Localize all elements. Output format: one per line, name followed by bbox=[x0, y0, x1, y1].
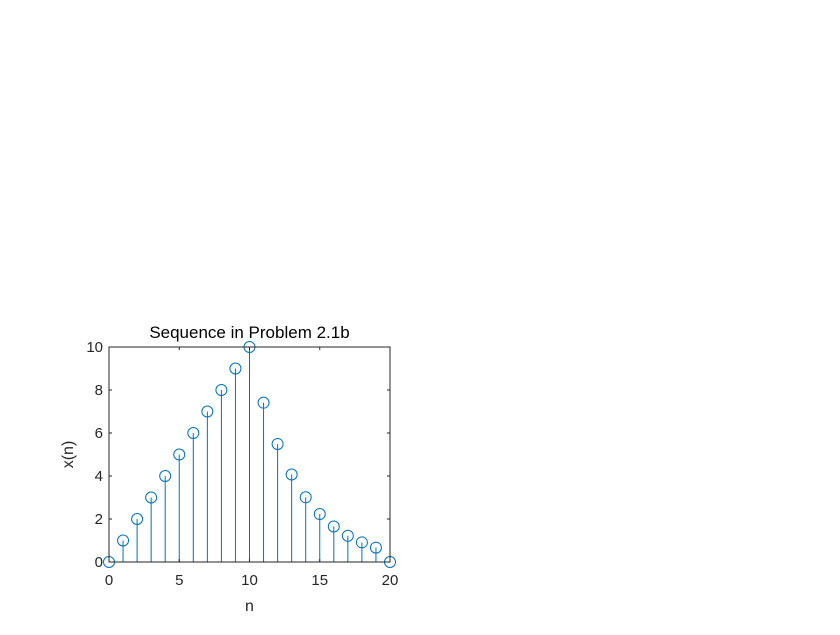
y-tick-label: 2 bbox=[95, 511, 103, 528]
stem-marker bbox=[355, 536, 368, 549]
x-tick-label: 5 bbox=[175, 572, 183, 589]
y-tick-label: 4 bbox=[95, 468, 103, 485]
x-tick-label: 20 bbox=[382, 572, 399, 589]
x-tick-label: 0 bbox=[105, 572, 113, 589]
stem-marker bbox=[369, 541, 382, 554]
x-tick-label: 15 bbox=[311, 572, 328, 589]
stem-marker bbox=[145, 491, 158, 504]
y-tick-label: 6 bbox=[95, 425, 103, 442]
stem-marker bbox=[229, 362, 242, 375]
x-tick-label: 10 bbox=[241, 572, 258, 589]
stem-marker bbox=[215, 384, 228, 396]
y-tick-label: 0 bbox=[95, 554, 103, 571]
y-tick-label: 8 bbox=[95, 382, 103, 399]
stem-marker bbox=[257, 396, 270, 409]
y-axis-label: x(n) bbox=[60, 441, 77, 469]
stems bbox=[122, 347, 377, 562]
axis-ticks: 0 5 10 15 20 0 2 4 6 8 10 bbox=[86, 339, 398, 589]
stem-marker bbox=[271, 437, 284, 450]
y-tick-label: 10 bbox=[86, 339, 103, 356]
stem-marker bbox=[313, 508, 326, 521]
stem-marker bbox=[201, 405, 214, 418]
stem-marker bbox=[187, 427, 200, 439]
stem-marker bbox=[131, 513, 144, 525]
stem-marker bbox=[285, 468, 298, 481]
stem-marker bbox=[299, 491, 312, 504]
stem-marker bbox=[159, 470, 172, 482]
stem-marker bbox=[117, 534, 130, 547]
stem-marker bbox=[341, 529, 354, 542]
stem-marker bbox=[173, 448, 186, 461]
x-axis-label: n bbox=[245, 598, 254, 615]
stem-marker bbox=[327, 520, 340, 533]
chart-title: Sequence in Problem 2.1b bbox=[149, 323, 349, 342]
